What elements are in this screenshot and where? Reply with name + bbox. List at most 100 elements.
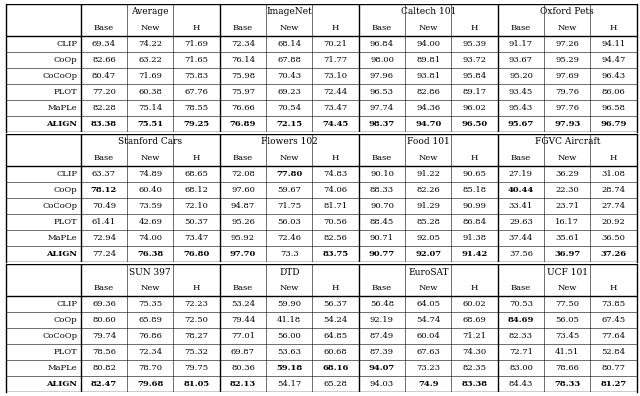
Text: 77.64: 77.64 [602,332,626,340]
Text: 79.74: 79.74 [92,332,116,340]
Text: 73.23: 73.23 [416,364,440,372]
Text: 64.85: 64.85 [324,332,348,340]
Text: CoCoOp: CoCoOp [42,332,77,340]
Text: 90.77: 90.77 [369,250,395,258]
Text: 83.38: 83.38 [461,380,488,388]
Text: 61.41: 61.41 [92,218,116,226]
Text: New: New [419,154,438,162]
Text: Flowers 102: Flowers 102 [261,137,317,147]
Text: 91.42: 91.42 [461,250,488,258]
Text: Oxford Pets: Oxford Pets [540,8,594,17]
Text: H: H [193,284,200,292]
Text: 68.14: 68.14 [277,40,301,48]
Text: 95.20: 95.20 [509,72,533,80]
Text: 40.44: 40.44 [508,186,534,194]
Text: 95.92: 95.92 [231,234,255,242]
Text: 78.56: 78.56 [92,348,116,356]
Text: DTD: DTD [279,268,300,276]
Text: New: New [557,284,577,292]
Text: 68.69: 68.69 [463,316,486,324]
Text: Base: Base [233,154,253,162]
Text: 75.32: 75.32 [184,348,209,356]
Text: PLOT: PLOT [53,88,77,96]
Text: 82.33: 82.33 [509,332,533,340]
Text: 70.56: 70.56 [324,218,348,226]
Text: UCF 101: UCF 101 [547,268,588,276]
Text: 94.87: 94.87 [231,202,255,210]
Text: 93.72: 93.72 [463,56,486,64]
Text: 83.38: 83.38 [91,120,117,128]
Text: 67.76: 67.76 [185,88,209,96]
Text: 69.23: 69.23 [277,88,301,96]
Text: H: H [332,24,339,32]
Text: 80.77: 80.77 [602,364,626,372]
Text: MaPLe: MaPLe [47,104,77,112]
Text: Base: Base [233,24,253,32]
Text: 76.89: 76.89 [230,120,256,128]
Text: 96.79: 96.79 [600,120,627,128]
Text: H: H [193,154,200,162]
Text: 23.71: 23.71 [556,202,579,210]
Text: 83.00: 83.00 [509,364,533,372]
Text: 71.65: 71.65 [184,56,209,64]
Text: 75.98: 75.98 [231,72,255,80]
Text: 69.36: 69.36 [92,300,116,308]
Text: 95.26: 95.26 [231,218,255,226]
Text: 81.71: 81.71 [324,202,348,210]
Text: 67.63: 67.63 [417,348,440,356]
Text: 79.68: 79.68 [137,380,163,388]
Text: 16.17: 16.17 [556,218,579,226]
Text: 72.46: 72.46 [277,234,301,242]
Text: New: New [557,154,577,162]
Text: 92.05: 92.05 [417,234,440,242]
Text: 76.86: 76.86 [138,332,162,340]
Text: 56.03: 56.03 [277,218,301,226]
Text: CoOp: CoOp [53,56,77,64]
Text: MaPLe: MaPLe [47,364,77,372]
Text: 80.47: 80.47 [92,72,116,80]
Text: 60.68: 60.68 [324,348,348,356]
Text: H: H [471,24,478,32]
Text: 79.76: 79.76 [556,88,579,96]
Text: 90.70: 90.70 [370,202,394,210]
Text: 74.30: 74.30 [463,348,486,356]
Text: 89.17: 89.17 [463,88,486,96]
Text: 78.70: 78.70 [138,364,163,372]
Text: 97.74: 97.74 [370,104,394,112]
Text: 59.67: 59.67 [277,186,301,194]
Text: 97.60: 97.60 [231,186,255,194]
Text: 77.50: 77.50 [556,300,579,308]
Text: 36.97: 36.97 [554,250,580,258]
Text: H: H [471,154,478,162]
Text: 82.26: 82.26 [417,186,440,194]
Text: 27.19: 27.19 [509,170,533,178]
Text: 94.47: 94.47 [602,56,626,64]
Text: H: H [610,284,618,292]
Text: 90.10: 90.10 [370,170,394,178]
Text: 72.23: 72.23 [185,300,209,308]
Text: FGVC Aircraft: FGVC Aircraft [534,137,600,147]
Text: 77.01: 77.01 [231,332,255,340]
Text: H: H [471,284,478,292]
Text: H: H [610,24,618,32]
Text: 82.47: 82.47 [91,380,117,388]
Text: 94.00: 94.00 [416,40,440,48]
Text: 64.05: 64.05 [416,300,440,308]
Text: Base: Base [233,284,253,292]
Text: 98.00: 98.00 [370,56,394,64]
Text: 63.22: 63.22 [138,56,162,64]
Text: 70.43: 70.43 [277,72,301,80]
Text: 77.24: 77.24 [92,250,116,258]
Text: 74.83: 74.83 [323,170,348,178]
Text: Base: Base [94,154,114,162]
Text: 60.38: 60.38 [138,88,162,96]
Text: H: H [332,154,339,162]
Text: 94.11: 94.11 [602,40,626,48]
Text: New: New [141,284,160,292]
Text: 98.37: 98.37 [369,120,395,128]
Text: 84.69: 84.69 [508,316,534,324]
Text: 75.83: 75.83 [184,72,209,80]
Text: 54.24: 54.24 [323,316,348,324]
Text: 37.56: 37.56 [509,250,533,258]
Text: 20.92: 20.92 [602,218,625,226]
